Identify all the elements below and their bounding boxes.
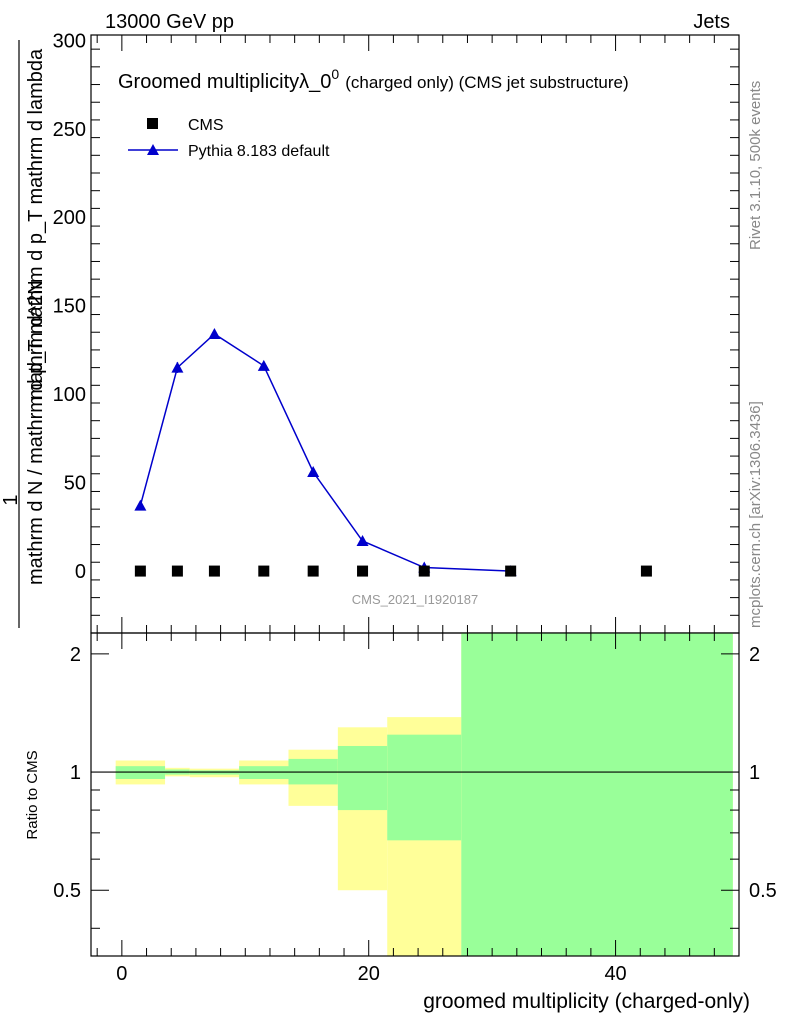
xlabel: groomed multiplicity (charged-only): [423, 990, 750, 1013]
xtick-label: 0: [116, 963, 127, 985]
pythia-point: [257, 359, 270, 371]
main-ytick-label: 50: [64, 473, 86, 495]
legend-cms-label: CMS: [188, 117, 224, 134]
cms-point: [307, 565, 319, 577]
header-left: 13000 GeV pp: [105, 11, 234, 33]
main-ytick-label: 300: [53, 30, 86, 52]
pythia-point: [134, 499, 147, 511]
legend-pythia-label: Pythia 8.183 default: [188, 143, 330, 160]
cms-point: [171, 565, 183, 577]
ratio-ytick-label: 0.5: [53, 880, 81, 902]
title-suffix: (charged only) (CMS jet substructure): [345, 73, 628, 92]
ratio-frame: [90, 632, 740, 957]
pythia-line: [139, 333, 511, 572]
main-data: [134, 328, 652, 577]
main-ytick-label: 200: [53, 207, 86, 229]
rivet-label: Rivet 3.1.10, 500k events: [747, 81, 764, 250]
xtick-label: 40: [604, 963, 626, 985]
legend-pythia-marker: [147, 144, 159, 155]
ratio-axes: 0.5 0.51 12 20 20 40: [53, 633, 777, 985]
cms-point: [357, 565, 369, 577]
ylabel-numerator: mathrm d^2N: [25, 280, 47, 399]
title-symbol: λ_0: [299, 71, 331, 93]
cms-point: [134, 565, 146, 577]
ratio-band-inner: [387, 734, 462, 841]
legend-cms-marker: [147, 118, 158, 129]
cms-point: [640, 565, 652, 577]
cms-point: [418, 565, 430, 577]
title-main: Groomed multiplicity: [118, 71, 299, 93]
main-ytick-label: 250: [53, 119, 86, 141]
ylabel-one: 1: [0, 494, 22, 505]
legend: CMS Pythia 8.183 default: [128, 117, 330, 160]
pythia-point: [171, 361, 184, 373]
cms-point: [258, 565, 270, 577]
main-ytick-label: 150: [53, 296, 86, 318]
header-right: Jets: [693, 11, 730, 33]
ratio-band-inner: [461, 633, 733, 956]
analysis-label: CMS_2021_I1920187: [352, 592, 479, 607]
main-yaxis: 0 50 100 150 200 250 300: [53, 30, 740, 633]
ratio-band-inner: [337, 745, 388, 811]
ylabel-denominator: mathrm d N / mathrm d p_T mathrm d p_T m…: [25, 48, 47, 585]
pythia-point: [208, 328, 221, 339]
main-ylabel: 1 mathrm d^2N mathrm d N / mathrm d p_T …: [0, 40, 47, 628]
xtick-label: 20: [358, 963, 380, 985]
ratio-bands: [115, 633, 733, 956]
ratio-ylabel: Ratio to CMS: [24, 750, 41, 839]
ratio-ytick-label-right: 1: [749, 762, 760, 784]
cms-point: [505, 565, 517, 577]
main-ytick-label: 0: [75, 561, 86, 583]
pythia-point: [307, 466, 320, 477]
ratio-ytick-label-right: 0.5: [749, 880, 777, 902]
pythia-point: [356, 535, 369, 546]
ratio-ytick-label: 2: [70, 644, 81, 666]
ratio-ytick-label: 1: [70, 762, 81, 784]
ratio-ytick-label-right: 2: [749, 644, 760, 666]
title-superscript: 0: [331, 66, 339, 82]
main-ytick-label: 100: [53, 384, 86, 406]
mcplots-label: mcplots.cern.ch [arXiv:1306.3436]: [747, 401, 764, 628]
cms-point: [208, 565, 220, 577]
chart-title: Groomed multiplicityλ_00 (charged only) (…: [118, 66, 629, 93]
